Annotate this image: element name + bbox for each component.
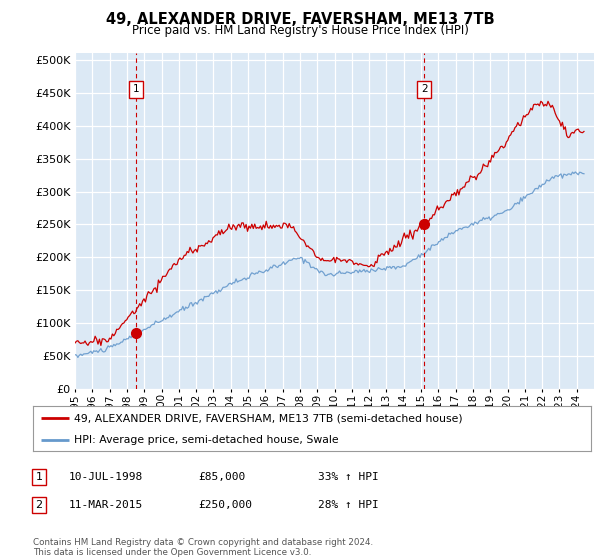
Text: 11-MAR-2015: 11-MAR-2015	[69, 500, 143, 510]
Text: Price paid vs. HM Land Registry's House Price Index (HPI): Price paid vs. HM Land Registry's House …	[131, 24, 469, 37]
Text: 49, ALEXANDER DRIVE, FAVERSHAM, ME13 7TB (semi-detached house): 49, ALEXANDER DRIVE, FAVERSHAM, ME13 7TB…	[74, 413, 463, 423]
Text: 10-JUL-1998: 10-JUL-1998	[69, 472, 143, 482]
Text: £85,000: £85,000	[198, 472, 245, 482]
Text: 33% ↑ HPI: 33% ↑ HPI	[318, 472, 379, 482]
Text: HPI: Average price, semi-detached house, Swale: HPI: Average price, semi-detached house,…	[74, 435, 338, 445]
Text: 2: 2	[421, 84, 428, 94]
Text: 49, ALEXANDER DRIVE, FAVERSHAM, ME13 7TB: 49, ALEXANDER DRIVE, FAVERSHAM, ME13 7TB	[106, 12, 494, 27]
Text: 28% ↑ HPI: 28% ↑ HPI	[318, 500, 379, 510]
Text: Contains HM Land Registry data © Crown copyright and database right 2024.
This d: Contains HM Land Registry data © Crown c…	[33, 538, 373, 557]
Text: 1: 1	[133, 84, 139, 94]
Text: 2: 2	[35, 500, 43, 510]
Text: 1: 1	[35, 472, 43, 482]
Text: £250,000: £250,000	[198, 500, 252, 510]
